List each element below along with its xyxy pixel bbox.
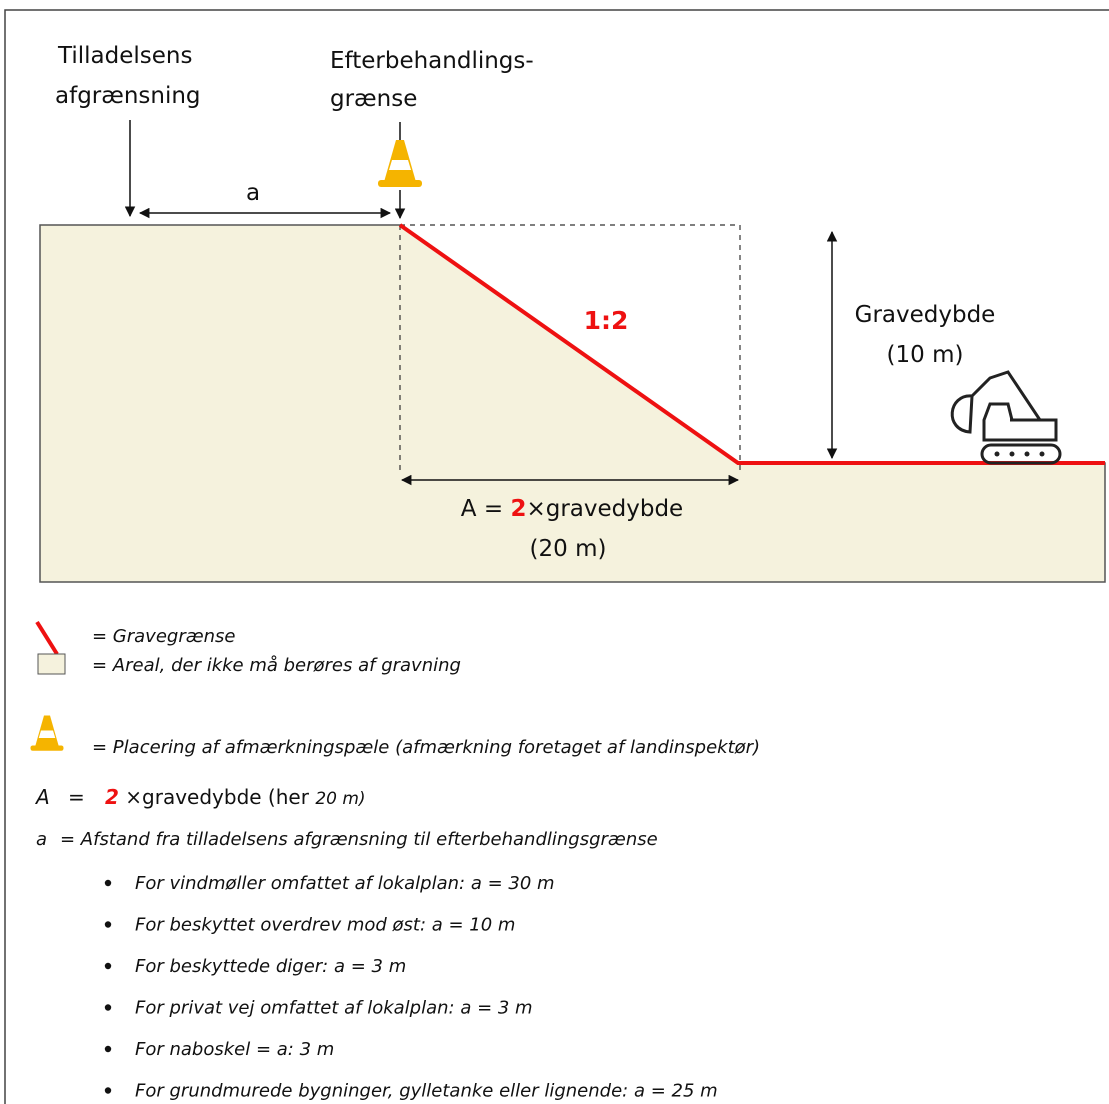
definition: A = 2 ×gravedybde (her 20 m) (34, 785, 366, 809)
bullet (104, 921, 112, 928)
label: grænse (330, 86, 417, 112)
list-item: For beskyttet overdrev mod øst: a = 10 m (135, 915, 515, 936)
label: Gravedybde (855, 302, 996, 328)
label: Efterbehandlings- (330, 48, 534, 74)
label: a (246, 180, 260, 206)
legend-line (35, 620, 59, 656)
legend-area (37, 653, 66, 675)
bullet (104, 1045, 112, 1053)
list-item: For privat vej omfattet af lokalplan: a … (135, 998, 533, 1019)
label-part: 2 (510, 496, 526, 522)
def-part: = (68, 785, 85, 809)
excavation-limit (398, 223, 1105, 465)
ground (39, 224, 1106, 583)
guides (399, 224, 741, 475)
def-part: 2 (105, 785, 119, 809)
label: (10 m) (887, 342, 964, 368)
def-part: a (36, 829, 47, 850)
frame (4, 9, 1109, 1104)
label: (20 m) (530, 536, 607, 562)
definition: a = Afstand fra tilladelsens afgrænsning … (36, 829, 658, 850)
bullet (104, 1087, 112, 1094)
label: Tilladelsens (57, 43, 192, 69)
label-part: ×gravedybde (526, 496, 683, 522)
excavator (950, 370, 1062, 465)
definition-list: For vindmøller omfattet af lokalplan: a … (104, 873, 718, 1102)
marker-cone (378, 140, 422, 187)
legend-cone (30, 715, 64, 751)
list-item: For naboskel = a: 3 m (135, 1039, 334, 1060)
bullet (104, 1004, 112, 1011)
list-item: For grundmurede bygninger, gylletanke el… (135, 1081, 718, 1102)
legend-text: = Gravegrænse (92, 626, 236, 647)
label: A = 2×gravedybde (461, 496, 683, 522)
list-item: For vindmøller omfattet af lokalplan: a … (135, 873, 555, 894)
legend-text: = Placering af afmærkningspæle (afmærkni… (92, 737, 760, 758)
def-part: A (34, 785, 50, 809)
bullet (104, 962, 112, 970)
list-item: For beskyttede diger: a = 3 m (135, 956, 406, 977)
bullet (104, 879, 112, 887)
def-part: 20 m) (315, 789, 365, 809)
legend-text: = Areal, der ikke må berøres af gravning (92, 655, 461, 676)
def-part: = Afstand fra tilladelsens afgrænsning t… (60, 829, 658, 850)
slope-label: 1:2 (584, 306, 629, 335)
label-part: A = (461, 496, 511, 522)
def-part: ×gravedybde (her (119, 785, 315, 809)
label: afgrænsning (55, 83, 201, 109)
